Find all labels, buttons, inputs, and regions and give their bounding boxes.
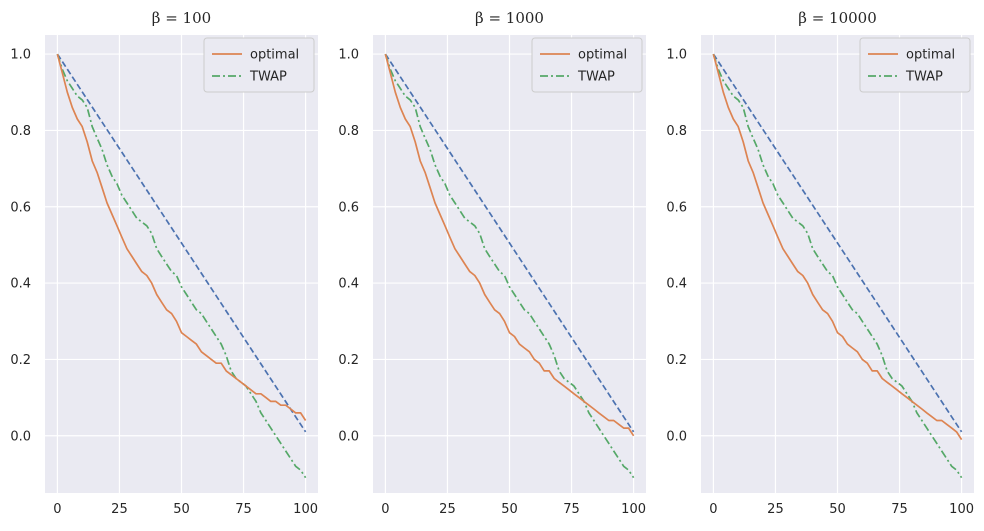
chart-panel-2: 0 25 50 75 100 0.0 0.2 0.4 0.6 0.8 1.0 β = 1000 opti… <box>338 9 646 517</box>
series-line-optimal <box>384 53 635 437</box>
legend-box <box>859 37 971 93</box>
chart-title: β = 10000 <box>798 9 877 27</box>
y-tick-label: 1.0 <box>10 48 31 63</box>
legend-label-optimal: optimal <box>906 48 955 63</box>
y-tick-label: 0.4 <box>10 277 31 292</box>
x-tick-label: 50 <box>173 502 190 517</box>
legend-label-optimal: optimal <box>578 48 627 63</box>
series-line-twap <box>384 53 635 479</box>
y-tick-label: 0.6 <box>10 200 31 215</box>
x-tick-label: 75 <box>235 502 252 517</box>
x-tick-label: 0 <box>709 502 717 517</box>
x-tick-label: 100 <box>293 502 318 517</box>
x-tick-label: 75 <box>563 502 580 517</box>
series-line-reference <box>712 53 963 433</box>
x-tick-label: 0 <box>381 502 389 517</box>
x-tick-label: 0 <box>53 502 61 517</box>
y-tick-label: 0.8 <box>10 124 31 139</box>
legend-box <box>203 37 315 93</box>
y-tick-label: 0.8 <box>338 124 359 139</box>
y-tick-label: 0.4 <box>338 277 359 292</box>
legend: optimal TWAP <box>859 37 971 93</box>
y-tick-label: 0.0 <box>10 429 31 444</box>
x-tick-label: 100 <box>949 502 974 517</box>
series-line-twap <box>712 53 963 479</box>
y-tick-label: 1.0 <box>666 48 687 63</box>
series-line-optimal <box>56 53 307 421</box>
y-tick-label: 0.2 <box>338 353 359 368</box>
legend: optimal TWAP <box>203 37 315 93</box>
y-tick-label: 0.2 <box>666 353 687 368</box>
y-tick-label: 0.0 <box>338 429 359 444</box>
legend-label-twap: TWAP <box>577 70 615 85</box>
x-tick-label: 50 <box>829 502 846 517</box>
legend: optimal TWAP <box>531 37 643 93</box>
legend-label-optimal: optimal <box>250 48 299 63</box>
chart-panel-3: 0 25 50 75 100 0.0 0.2 0.4 0.6 0.8 1.0 β = 10000 opt… <box>666 9 974 517</box>
x-tick-label: 25 <box>439 502 456 517</box>
series-line-twap <box>56 53 307 479</box>
x-tick-label: 25 <box>111 502 128 517</box>
legend-box <box>531 37 643 93</box>
legend-label-twap: TWAP <box>249 70 287 85</box>
series-line-optimal <box>712 53 963 441</box>
y-tick-label: 0.6 <box>338 200 359 215</box>
x-tick-label: 50 <box>501 502 518 517</box>
y-tick-label: 1.0 <box>338 48 359 63</box>
y-tick-label: 0.4 <box>666 277 687 292</box>
y-tick-label: 0.2 <box>10 353 31 368</box>
y-tick-label: 0.6 <box>666 200 687 215</box>
x-tick-label: 100 <box>621 502 646 517</box>
legend-label-twap: TWAP <box>905 70 943 85</box>
x-tick-label: 75 <box>891 502 908 517</box>
chart-panel-1: 0 25 50 75 100 0.0 0.2 0.4 0.6 0.8 1.0 β = 100 optim… <box>10 9 318 517</box>
x-tick-label: 25 <box>767 502 784 517</box>
chart-title: β = 100 <box>152 9 211 27</box>
chart-title: β = 1000 <box>475 9 544 27</box>
y-tick-label: 0.0 <box>666 429 687 444</box>
series-line-reference <box>384 53 635 433</box>
series-line-reference <box>56 53 307 433</box>
y-tick-label: 0.8 <box>666 124 687 139</box>
